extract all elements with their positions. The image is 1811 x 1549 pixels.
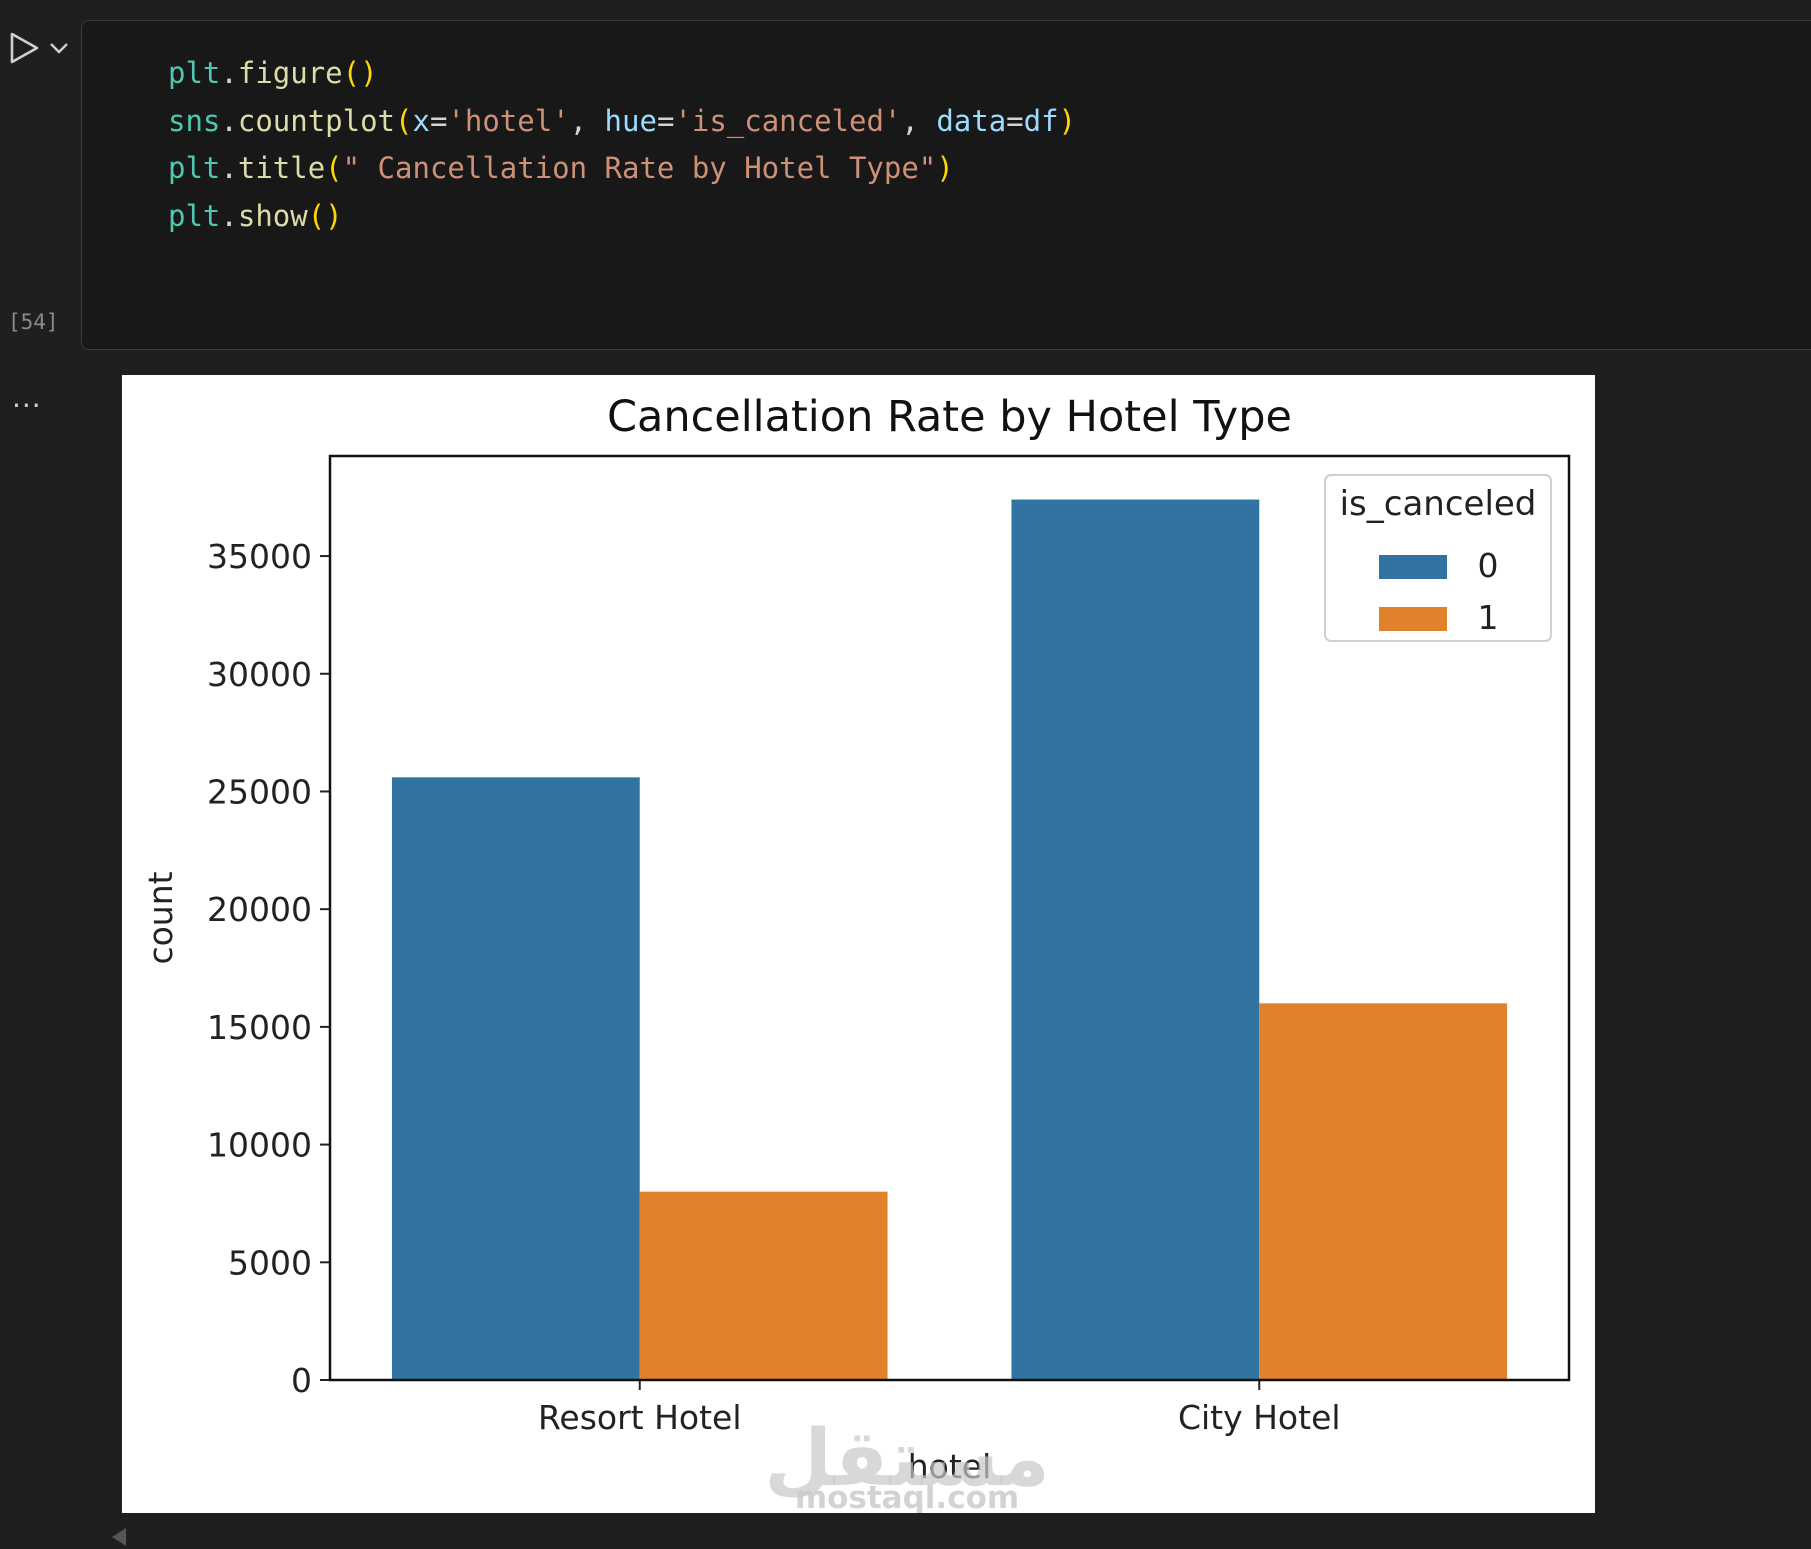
x-tick-label: Resort Hotel	[538, 1398, 742, 1437]
code-token: ,	[569, 103, 605, 138]
legend-swatch	[1379, 607, 1447, 631]
code-token: .	[220, 151, 238, 185]
code-token: ,	[901, 103, 937, 138]
bar-0-0	[391, 777, 640, 1380]
code-cell[interactable]	[81, 20, 1811, 350]
run-options-button[interactable]	[48, 38, 70, 58]
run-cell-button[interactable]	[6, 30, 42, 66]
chart-title: Cancellation Rate by Hotel Type	[607, 392, 1292, 442]
code-token: plt	[168, 151, 221, 185]
code-token: " Cancellation Rate by Hotel Type"	[342, 151, 937, 185]
code-token: ()	[307, 198, 343, 233]
code-token: (	[325, 151, 343, 185]
code-token: sns	[168, 103, 221, 138]
legend-swatch	[1379, 555, 1447, 579]
x-axis-label: hotel	[908, 1447, 992, 1486]
code-token: figure	[237, 56, 343, 90]
bar-chart: Cancellation Rate by Hotel Type Resort Ho…	[141, 392, 1571, 1513]
y-tick-label: 20000	[207, 890, 312, 929]
code-token: =	[656, 103, 675, 138]
plot-frame	[328, 454, 1571, 1382]
code-token: countplot	[237, 103, 395, 138]
x-tick-label: City Hotel	[1178, 1398, 1341, 1437]
code-editor[interactable]: plt.figure() sns.countplot(x='hotel', hue…	[168, 50, 1076, 240]
play-icon	[10, 32, 39, 64]
code-token: ()	[342, 56, 378, 90]
code-line: plt.figure()	[168, 50, 1076, 98]
code-token: )	[936, 151, 954, 185]
code-token: plt	[168, 56, 221, 90]
watermark-logo: مستقل	[764, 1414, 1049, 1504]
code-token: show	[237, 198, 308, 233]
bar-1-1	[1259, 1003, 1508, 1380]
y-axis-label: count	[141, 871, 180, 964]
legend-label: 0	[1478, 546, 1499, 585]
code-token: title	[237, 151, 326, 185]
bar-0-1	[1011, 499, 1260, 1380]
code-token: )	[1058, 103, 1077, 138]
y-tick-label: 0	[291, 1361, 312, 1400]
chevron-down-icon	[50, 43, 68, 54]
y-tick-label: 35000	[207, 537, 312, 576]
y-tick-label: 30000	[207, 655, 312, 694]
code-token: 'hotel'	[447, 103, 570, 138]
code-token: =	[429, 103, 448, 138]
code-line: plt.title(" Cancellation Rate by Hotel T…	[168, 145, 1076, 193]
code-token: df	[1023, 103, 1059, 138]
execution-count: [54]	[8, 310, 59, 334]
bar-1-0	[639, 1191, 888, 1380]
code-line: sns.countplot(x='hotel', hue='is_cancele…	[168, 98, 1076, 146]
code-token: .	[220, 103, 238, 138]
watermark-url: mostaql.com	[795, 1480, 1019, 1513]
code-token: plt	[168, 198, 221, 233]
y-tick-label: 25000	[207, 772, 312, 811]
code-token: .	[220, 56, 238, 90]
code-token: (	[395, 103, 413, 138]
code-token: x	[412, 103, 430, 138]
y-tick-label: 10000	[207, 1126, 312, 1165]
code-token: .	[220, 198, 238, 233]
cell-output: Cancellation Rate by Hotel Type Resort Ho…	[122, 375, 1595, 1513]
scroll-left-arrow[interactable]	[112, 1528, 126, 1546]
legend-label: 1	[1478, 598, 1499, 637]
y-tick-label: 15000	[207, 1008, 312, 1047]
code-line: plt.show()	[168, 193, 1076, 241]
ellipsis-icon[interactable]: ...	[12, 381, 42, 414]
legend-title: is_canceled	[1340, 484, 1537, 524]
code-token: =	[1006, 103, 1024, 138]
y-tick-label: 5000	[228, 1243, 312, 1282]
code-token: hue	[604, 103, 657, 138]
code-token: data	[936, 103, 1007, 138]
code-token: 'is_canceled'	[674, 103, 902, 138]
